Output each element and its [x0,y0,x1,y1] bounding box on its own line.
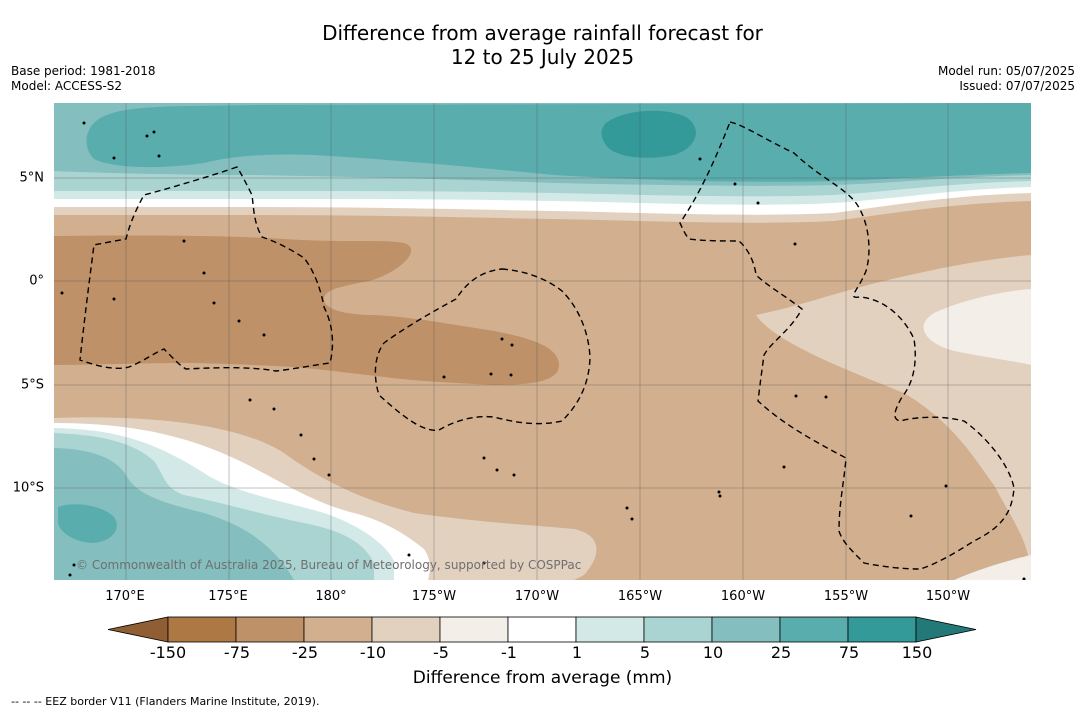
wet-patch-south-4 [54,448,294,580]
light-area-southeast [954,555,1031,580]
lon-label-150w: 150°W [925,589,971,604]
model-run-text: Model run: 05/07/2025 [937,64,1075,78]
map-canvas [54,103,1031,580]
graticule [54,103,1031,580]
colorbar-tick: -5 [433,643,449,662]
colorbar-swatch [167,616,237,643]
colorbar-swatch [235,616,305,643]
wet-patch-south-5 [58,504,117,543]
colorbar-tick: 10 [702,643,724,662]
copyright-notice: © Commonwealth of Australia 2025, Bureau… [76,558,582,572]
base-period-text: Base period: 1981-2018 [11,64,156,78]
lon-label-170w: 170°W [514,589,560,604]
wet-core-150 [601,110,696,158]
colorbar-swatch [507,616,577,643]
eez-borders [79,121,1015,570]
colorbar-tick: -25 [291,643,319,662]
lon-label-175e: 175°E [208,589,248,604]
colorbar-swatch [847,616,917,643]
colorbar-tick: 75 [838,643,860,662]
lat-label-10s: 10°S [12,480,44,496]
lon-label-155w: 155°W [823,589,869,604]
colorbar [108,616,977,643]
colorbar-tick: 150 [901,643,933,662]
lon-label-175w: 175°W [411,589,457,604]
colorbar-tick: 1 [571,643,583,662]
eez-border-phoenix [374,268,591,431]
colorbar-tick: -150 [149,643,187,662]
lon-label-180: 180° [315,589,347,604]
colorbar-swatch [371,616,441,643]
colorbar-tick: -1 [501,643,517,662]
colorbar-tick: -10 [359,643,387,662]
light-area-east-2 [923,289,1031,365]
map-title-line-2: 12 to 25 July 2025 [450,45,635,69]
lat-label-5s: 5°S [20,377,44,393]
lat-label-0: 0° [29,273,44,289]
meta-left: Base period: 1981-2018 Model: ACCESS-S2 [11,64,156,94]
lon-label-160w: 160°W [720,589,766,604]
colorbar-swatch [303,616,373,643]
colorbar-extend-max [915,616,977,643]
colorbar-swatch [779,616,849,643]
colorbar-swatch [643,616,713,643]
lon-label-170e: 170°E [105,589,145,604]
lon-label-165w: 165°W [617,589,663,604]
lat-label-5n: 5°N [19,170,45,186]
eez-border-line-islands [679,121,1015,570]
islands [60,121,1026,580]
wet-band-75 [86,103,1031,182]
model-text: Model: ACCESS-S2 [11,79,123,93]
colorbar-tick: 5 [639,643,651,662]
rainfall-anomaly-map [54,103,1031,580]
eez-border-tuvalu-kiribati-west [79,166,334,372]
colorbar-tick: -75 [223,643,251,662]
colorbar-extend-min [108,616,169,643]
eez-footnote: -- -- -- EEZ border V11 (Flanders Marine… [11,695,320,708]
colorbar-tick: 25 [770,643,792,662]
map-title-line-1: Difference from average rainfall forecas… [322,21,763,45]
colorbar-swatch [439,616,509,643]
meta-right: Model run: 05/07/2025 Issued: 07/07/2025 [938,64,1075,94]
colorbar-swatch [711,616,781,643]
issued-text: Issued: 07/07/2025 [959,79,1075,93]
colorbar-label: Difference from average (mm) [412,668,673,688]
colorbar-swatch [575,616,645,643]
dry-patch-west [54,235,559,385]
